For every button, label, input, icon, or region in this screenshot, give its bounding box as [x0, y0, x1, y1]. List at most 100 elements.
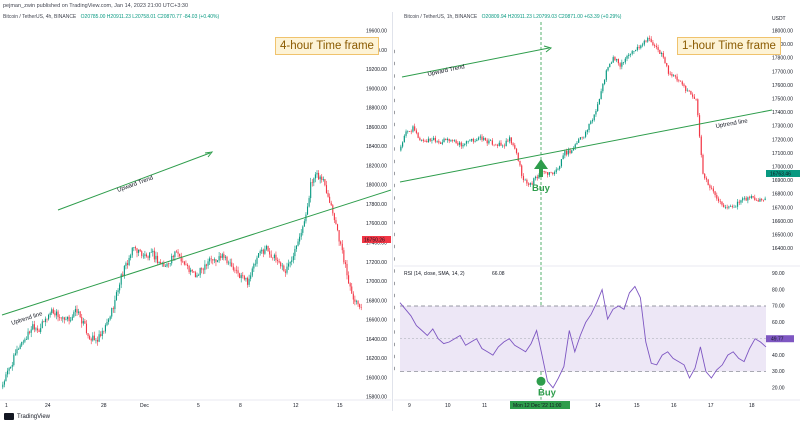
right-candle: [657, 47, 659, 51]
right-candle: [664, 57, 666, 64]
left-candle: [224, 256, 226, 258]
left-candle: [36, 328, 39, 331]
left-candle: [273, 254, 275, 258]
left-x-tick-label: 15: [337, 403, 343, 409]
left-candle: [207, 261, 209, 266]
left-candle: [89, 336, 91, 339]
left-candle: [100, 334, 102, 336]
left-candle: [201, 268, 203, 270]
right-y-tick-label: 17200.00: [772, 137, 793, 143]
right-candle: [617, 59, 619, 64]
right-candle: [745, 197, 747, 201]
left-candle: [164, 266, 166, 268]
left-candle: [248, 278, 250, 285]
left-candle: [348, 275, 350, 284]
left-candle: [281, 265, 283, 267]
left-y-tick-label: 19000.00: [366, 86, 387, 92]
right-candle: [486, 140, 488, 144]
right-trend-arrowhead: [543, 45, 553, 53]
left-candle: [240, 275, 242, 279]
left-candle: [76, 309, 78, 313]
left-candle: [264, 249, 266, 254]
left-candle: [276, 260, 279, 262]
right-candle: [458, 142, 461, 145]
right-candle: [443, 138, 445, 143]
left-candle: [123, 265, 125, 276]
left-candle: [130, 255, 132, 259]
right-left-scale-label: 18800.00: [394, 98, 395, 104]
left-candle: [335, 220, 337, 225]
right-candle: [557, 168, 559, 170]
left-candle: [92, 335, 94, 341]
left-chart-panel[interactable]: Bitcoin / TetherUS, 4h, BINANCE O20785.0…: [0, 12, 391, 411]
left-x-tick-label: 8: [239, 403, 242, 409]
right-candle: [552, 172, 554, 175]
right-candle: [593, 114, 595, 121]
right-candle: [724, 207, 727, 208]
rsi-y-tick-label: 60.00: [772, 320, 785, 326]
left-candle: [330, 202, 332, 206]
right-y-tick-label: 17400.00: [772, 110, 793, 116]
left-candle: [35, 328, 37, 330]
right-y-tick-label: 17300.00: [772, 124, 793, 130]
right-candle: [750, 196, 752, 198]
right-y-tick-label: 16900.00: [772, 178, 793, 184]
right-candle: [700, 136, 702, 155]
left-candle: [327, 192, 329, 197]
right-chart-panel[interactable]: Bitcoin / TetherUS, 1h, BINANCE O20809.9…: [394, 12, 800, 411]
right-candle: [622, 62, 625, 63]
right-candle: [500, 142, 502, 146]
right-candle: [571, 150, 573, 153]
left-candle: [166, 263, 168, 267]
left-candle: [96, 339, 99, 342]
left-candle: [204, 264, 206, 270]
right-candle: [612, 57, 614, 63]
left-candle: [246, 277, 249, 285]
right-candle: [590, 121, 592, 124]
right-y-tick-label: 16700.00: [772, 205, 793, 211]
right-candle: [707, 179, 709, 186]
right-candle: [496, 144, 499, 146]
left-candle: [74, 309, 76, 313]
right-candle: [403, 135, 405, 143]
left-candlestick-chart[interactable]: 15800.00 16000.00 16200.00 16400.00 16600.00…: [0, 12, 391, 411]
right-left-scale-label: 17000.00: [394, 208, 395, 214]
right-candle: [578, 139, 580, 143]
left-x-tick-label: 28: [101, 403, 107, 409]
right-candle: [712, 188, 714, 192]
right-candle: [628, 54, 630, 57]
left-candle: [251, 268, 253, 276]
right-candle: [655, 45, 657, 48]
right-candle: [505, 140, 507, 147]
right-candle: [752, 196, 754, 198]
left-candle: [87, 333, 89, 337]
right-candle: [488, 140, 490, 144]
left-candle: [215, 259, 217, 262]
left-candle: [190, 269, 192, 272]
left-candle: [114, 300, 116, 310]
right-candle: [519, 160, 521, 166]
right-candle: [543, 170, 545, 172]
right-candle: [441, 142, 443, 144]
right-candle: [514, 145, 516, 149]
right-candle: [547, 172, 549, 175]
right-candle: [548, 172, 550, 175]
left-price-tag: 16750.26: [364, 238, 385, 244]
rsi-buy-label: Buy: [538, 387, 557, 398]
left-candle: [322, 179, 324, 180]
left-candle: [253, 263, 255, 269]
left-candle: [139, 249, 141, 252]
right-candle: [410, 131, 412, 133]
right-candle: [405, 131, 407, 136]
right-candlestick-chart[interactable]: USDT16400.0016500.0016600.0016700.001680…: [394, 12, 800, 411]
right-y-tick-label: 17600.00: [772, 83, 793, 89]
right-candle: [559, 166, 561, 169]
left-candle: [313, 178, 315, 183]
right-left-scale-label: 15000.00: [394, 330, 395, 336]
rsi-line: [399, 285, 767, 389]
left-candle: [66, 316, 69, 320]
right-candle: [654, 45, 656, 46]
right-candle: [698, 115, 701, 137]
left-candle: [329, 196, 331, 203]
right-candle: [692, 94, 694, 97]
